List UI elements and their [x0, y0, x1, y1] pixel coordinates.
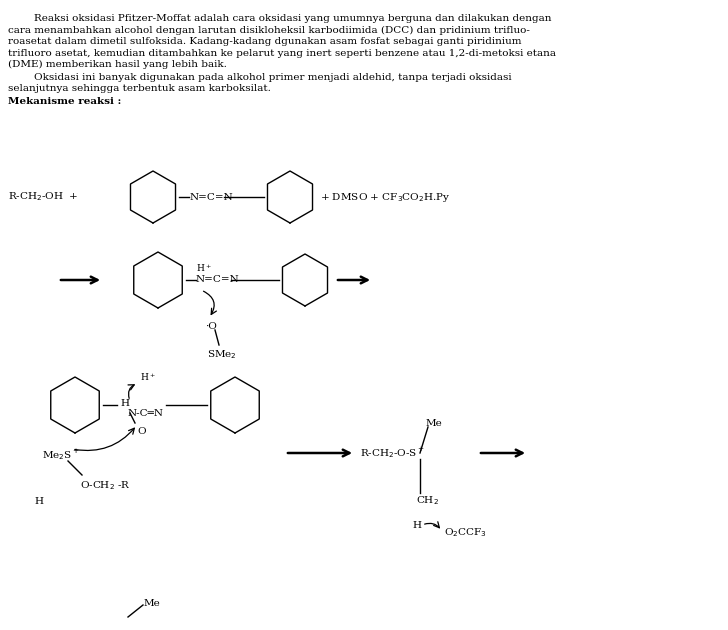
Text: Me$_2$S$^+$: Me$_2$S$^+$ — [42, 447, 80, 462]
Text: O$_2$CCF$_3$: O$_2$CCF$_3$ — [444, 527, 487, 539]
Text: H: H — [120, 399, 129, 408]
Text: H$^+$: H$^+$ — [140, 371, 156, 383]
Text: ·O: ·O — [205, 322, 217, 331]
Text: (DME) memberikan hasil yang lebih baik.: (DME) memberikan hasil yang lebih baik. — [8, 60, 227, 69]
Text: selanjutnya sehingga terbentuk asam karboksilat.: selanjutnya sehingga terbentuk asam karb… — [8, 84, 271, 93]
Text: N-C═N: N-C═N — [128, 408, 164, 418]
Text: + DMSO + CF$_3$CO$_2$H.Py: + DMSO + CF$_3$CO$_2$H.Py — [320, 190, 451, 203]
Text: R-CH$_2$-OH  +: R-CH$_2$-OH + — [8, 191, 79, 203]
Text: N=C=N: N=C=N — [196, 275, 240, 285]
Text: Mekanisme reaksi :: Mekanisme reaksi : — [8, 96, 122, 105]
Text: H: H — [412, 520, 421, 529]
Text: SMe$_2$: SMe$_2$ — [207, 348, 237, 361]
Text: cara menambahkan alcohol dengan larutan disikloheksil karbodiimida (DCC) dan pri: cara menambahkan alcohol dengan larutan … — [8, 25, 530, 35]
Text: H$^+$: H$^+$ — [196, 262, 212, 274]
Text: Me: Me — [426, 418, 443, 428]
Text: N=C=N: N=C=N — [190, 193, 234, 202]
Text: Me: Me — [144, 600, 161, 609]
Text: roasetat dalam dimetil sulfoksida. Kadang-kadang dgunakan asam fosfat sebagai ga: roasetat dalam dimetil sulfoksida. Kadan… — [8, 37, 521, 46]
Text: O-CH$_2$ -R: O-CH$_2$ -R — [80, 479, 131, 492]
Text: Oksidasi ini banyak digunakan pada alkohol primer menjadi aldehid, tanpa terjadi: Oksidasi ini banyak digunakan pada alkoh… — [8, 72, 512, 81]
Text: trifluoro asetat, kemudian ditambahkan ke pelarut yang inert seperti benzene ata: trifluoro asetat, kemudian ditambahkan k… — [8, 49, 556, 57]
Text: R-CH$_2$-O-S$^+$: R-CH$_2$-O-S$^+$ — [360, 445, 425, 461]
Text: H: H — [34, 496, 43, 505]
Text: Reaksi oksidasi Pfitzer-Moffat adalah cara oksidasi yang umumnya berguna dan dil: Reaksi oksidasi Pfitzer-Moffat adalah ca… — [8, 14, 552, 23]
Text: CH$_2$: CH$_2$ — [416, 495, 439, 507]
Text: O: O — [137, 427, 146, 436]
